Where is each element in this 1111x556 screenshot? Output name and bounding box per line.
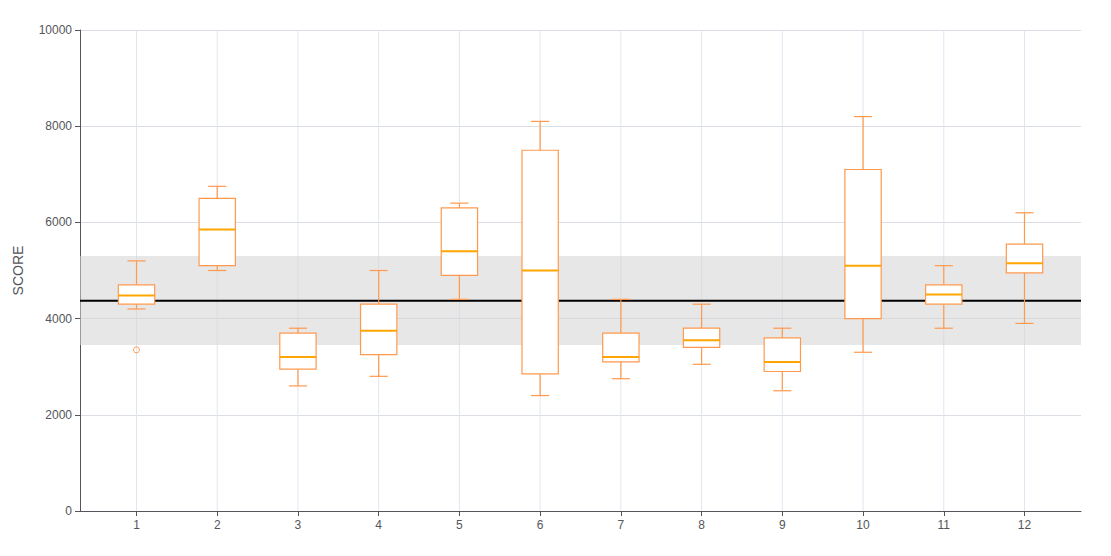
svg-text:4: 4	[375, 518, 382, 532]
svg-text:2000: 2000	[45, 408, 72, 422]
svg-text:6000: 6000	[45, 215, 72, 229]
svg-text:10: 10	[856, 518, 870, 532]
svg-text:9: 9	[779, 518, 786, 532]
svg-text:10000: 10000	[39, 23, 73, 37]
svg-text:0: 0	[65, 504, 72, 518]
svg-text:1: 1	[133, 518, 140, 532]
svg-text:SCORE: SCORE	[10, 246, 26, 296]
svg-text:8: 8	[698, 518, 705, 532]
svg-text:3: 3	[295, 518, 302, 532]
svg-text:2: 2	[214, 518, 221, 532]
svg-text:4000: 4000	[45, 312, 72, 326]
svg-text:8000: 8000	[45, 119, 72, 133]
svg-text:11: 11	[938, 518, 951, 532]
svg-text:6: 6	[537, 518, 544, 532]
svg-text:5: 5	[456, 518, 463, 532]
svg-text:12: 12	[1018, 518, 1032, 532]
svg-text:7: 7	[618, 518, 625, 532]
